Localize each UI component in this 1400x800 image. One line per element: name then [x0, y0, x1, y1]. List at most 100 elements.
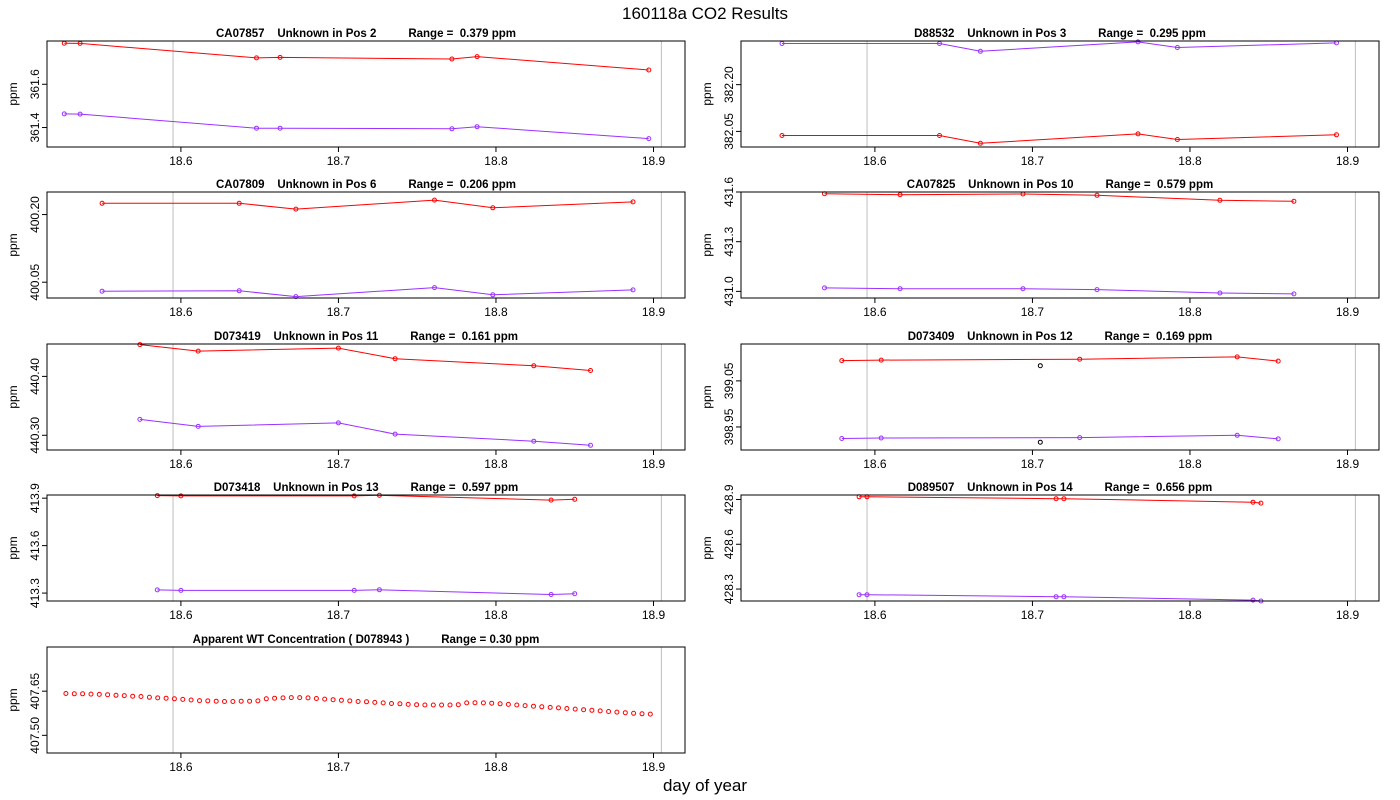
data-point-WT — [188, 697, 194, 703]
x-tick-label: 18.8 — [1178, 608, 1202, 622]
x-axis-label: day of year — [663, 776, 747, 795]
data-point-WT — [464, 700, 470, 706]
y-axis-label: ppm — [700, 536, 714, 559]
data-point-purple — [1250, 597, 1256, 603]
data-point-red — [1334, 132, 1339, 138]
y-axis-label: ppm — [700, 82, 714, 105]
panels: CA07857 Unknown in Pos 2 Range = 0.379 p… — [6, 28, 1380, 774]
series-line-red — [859, 496, 1261, 504]
x-tick-label: 18.9 — [1336, 457, 1360, 471]
panel-title: Apparent WT Concentration ( D078943 ) Ra… — [193, 634, 540, 646]
series-line-red — [102, 199, 634, 210]
x-tick-label: 18.6 — [169, 760, 193, 774]
data-point-red — [154, 493, 160, 499]
data-point-purple — [432, 285, 437, 291]
data-point-WT — [505, 701, 511, 707]
panel-1: CA07857 Unknown in Pos 2 Range = 0.379 p… — [6, 28, 686, 168]
data-point-purple — [1174, 45, 1180, 50]
data-point-WT — [514, 702, 520, 708]
data-point-purple — [99, 288, 105, 294]
data-point-WT — [121, 693, 127, 699]
figure-title: 160118a CO2 Results — [622, 4, 788, 23]
x-tick-label: 18.7 — [327, 457, 351, 471]
data-point-red — [1234, 354, 1240, 360]
data-point-WT — [422, 702, 428, 708]
series-line-red — [157, 494, 575, 501]
data-point-WT — [355, 699, 361, 704]
data-point-WT — [556, 705, 561, 711]
data-point-WT — [305, 695, 311, 701]
data-point-WT — [230, 699, 236, 704]
y-tick-label: 407.65 — [28, 672, 42, 709]
x-tick-label: 18.9 — [642, 457, 666, 471]
data-point-WT — [589, 707, 595, 713]
data-point-WT — [280, 695, 286, 701]
x-tick-label: 18.9 — [1336, 608, 1360, 622]
data-point-red — [432, 197, 437, 203]
data-point-WT — [405, 701, 411, 707]
data-point-red — [449, 56, 455, 62]
panel-7: D073418 Unknown in Pos 13 Range = 0.597 … — [6, 482, 686, 622]
series-line-red — [782, 133, 1337, 144]
data-point-WT — [539, 704, 545, 710]
plot-frame — [46, 646, 686, 754]
data-point-purple — [630, 287, 636, 293]
data-point-red — [588, 368, 593, 373]
series-line-purple — [157, 589, 575, 596]
data-point-purple — [1135, 39, 1141, 45]
x-tick-label: 18.7 — [327, 760, 351, 774]
data-point-WT — [163, 695, 169, 701]
panel-title: D073419 Unknown in Pos 11 Range = 0.161 … — [214, 331, 518, 343]
data-point-red — [490, 205, 496, 211]
panel-title: D073409 Unknown in Pos 12 Range = 0.169 … — [908, 331, 1213, 343]
data-point-WT — [614, 709, 620, 715]
x-tick-label: 18.9 — [642, 608, 666, 622]
data-point-red — [1077, 356, 1083, 362]
data-point-purple — [856, 592, 862, 598]
data-point-WT — [146, 694, 152, 700]
data-point-WT — [397, 701, 403, 707]
y-tick-label: 407.50 — [28, 717, 42, 754]
data-point-red — [1053, 496, 1059, 502]
x-tick-label: 18.9 — [642, 154, 666, 168]
data-point-WT — [647, 711, 653, 717]
data-point-purple — [897, 286, 903, 292]
data-point-purple — [1053, 594, 1059, 600]
plot-frame — [46, 494, 686, 602]
y-axis-label: ppm — [6, 233, 20, 256]
data-point-purple — [77, 111, 83, 117]
data-point-red — [1061, 496, 1067, 502]
x-tick-label: 18.8 — [484, 457, 508, 471]
x-tick-label: 18.6 — [169, 457, 193, 471]
data-point-red — [977, 140, 983, 146]
data-point-purple — [474, 124, 480, 130]
data-point-purple — [864, 592, 870, 598]
plot-frame — [46, 343, 686, 451]
data-point-red — [293, 206, 299, 212]
y-tick-label: 382.05 — [722, 113, 736, 150]
data-point-WT — [606, 709, 612, 714]
x-tick-label: 18.6 — [169, 305, 193, 319]
data-point-purple — [1234, 432, 1240, 438]
data-point-purple — [178, 587, 184, 593]
data-point-purple — [1020, 286, 1026, 292]
y-tick-label: 413.9 — [28, 483, 42, 513]
panel-title: CA07825 Unknown in Pos 10 Range = 0.579 … — [907, 179, 1213, 191]
series-line-red — [841, 356, 1279, 362]
data-point-purple — [376, 587, 382, 593]
data-point-red — [897, 192, 903, 198]
data-point-purple — [878, 435, 884, 441]
data-point-red — [351, 493, 357, 499]
data-point-red — [572, 496, 578, 502]
data-point-WT — [171, 696, 177, 702]
data-point-WT — [547, 704, 553, 710]
data-point-WT — [96, 691, 102, 697]
data-point-red — [1135, 131, 1141, 137]
data-point-purple — [839, 436, 845, 441]
data-point-outlier — [1037, 439, 1043, 445]
data-point-WT — [71, 691, 77, 697]
x-tick-label: 18.9 — [642, 305, 666, 319]
y-axis-label: ppm — [700, 385, 714, 408]
data-point-WT — [364, 699, 369, 705]
